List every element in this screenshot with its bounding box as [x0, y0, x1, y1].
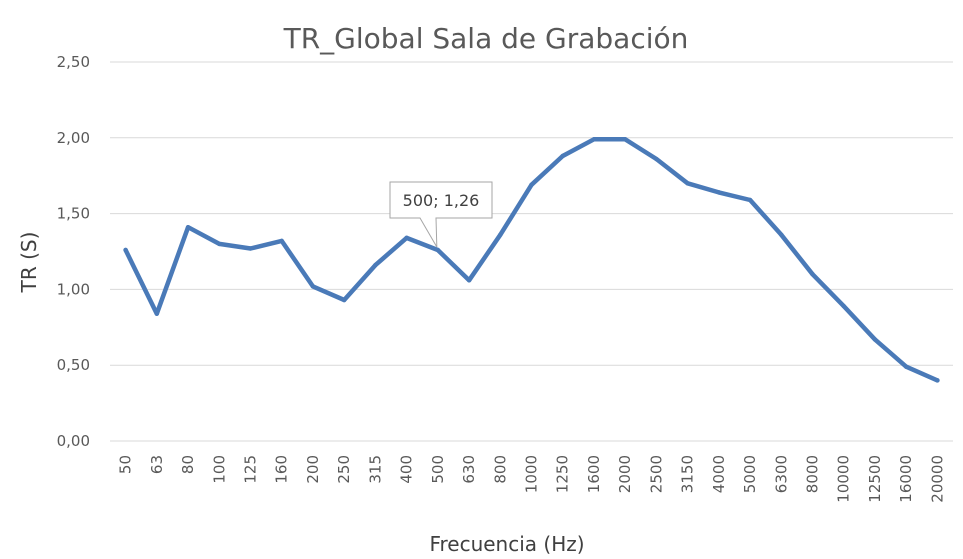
x-tick-label: 63	[148, 455, 166, 474]
data-point	[373, 262, 378, 268]
x-tick-label: 5000	[741, 455, 759, 493]
x-tick-label: 160	[273, 455, 291, 484]
data-point	[747, 197, 753, 203]
x-tick-label: 250	[335, 455, 353, 484]
x-tick-label: 800	[491, 455, 509, 484]
x-tick-label: 2000	[616, 455, 634, 493]
data-point	[123, 247, 128, 253]
x-tick-label: 10000	[835, 455, 853, 503]
x-tick-label: 500	[429, 455, 447, 484]
callout-label: 500; 1,26	[403, 191, 480, 210]
x-tick-label: 125	[242, 455, 260, 484]
x-tick-label: 1250	[554, 455, 572, 493]
y-tick-label: 1,50	[57, 205, 90, 223]
data-point	[591, 137, 597, 142]
x-tick-label: 200	[304, 455, 322, 484]
data-point	[935, 378, 940, 383]
y-axis-title: TR (S)	[17, 232, 41, 294]
x-tick-label: 1000	[523, 455, 541, 493]
data-point	[217, 241, 222, 247]
chart-title: TR_Global Sala de Grabación	[283, 22, 689, 55]
data-point	[560, 153, 565, 159]
data-point	[404, 235, 409, 241]
x-tick-label: 8000	[804, 455, 822, 493]
y-tick-label: 0,00	[57, 432, 90, 450]
x-tick-label: 20000	[928, 455, 946, 503]
data-point	[310, 284, 316, 289]
x-axis-ticks: 50 63 80 100 125 160 200 250 315 400 500 630 800 1000…	[117, 455, 947, 503]
data-point	[185, 225, 191, 230]
data-point	[341, 297, 347, 303]
data-callout: 500; 1,26	[389, 181, 493, 248]
x-tick-label: 315	[366, 455, 384, 484]
data-point	[498, 232, 503, 238]
series-line	[123, 137, 940, 383]
data-point	[654, 156, 659, 162]
callout-box	[389, 181, 493, 248]
x-tick-label: 12500	[866, 455, 884, 503]
y-axis-ticks: 0,00 0,50 1,00 1,50 2,00 2,50	[57, 53, 90, 450]
x-tick-label: 3150	[679, 455, 697, 493]
series-layer	[123, 137, 940, 383]
data-point	[279, 238, 284, 244]
y-tick-label: 2,00	[57, 129, 90, 147]
x-tick-label: 400	[398, 455, 416, 484]
x-tick-label: 6300	[772, 455, 790, 493]
x-tick-label: 100	[210, 455, 228, 484]
data-point	[622, 137, 628, 142]
x-tick-label: 80	[179, 455, 197, 474]
data-point	[685, 181, 690, 186]
y-tick-label: 1,00	[57, 280, 90, 298]
x-tick-label: 2500	[647, 455, 665, 493]
y-tick-label: 2,50	[57, 53, 90, 71]
data-point	[154, 311, 160, 316]
data-point	[529, 182, 534, 187]
x-tick-label: 1600	[585, 455, 603, 493]
x-tick-label: 4000	[710, 455, 728, 493]
x-tick-label: 16000	[897, 455, 915, 503]
data-point	[779, 232, 784, 238]
x-axis-title: Frecuencia (Hz)	[429, 532, 584, 556]
data-point	[841, 303, 846, 309]
x-tick-label: 50	[117, 455, 135, 474]
gridlines	[110, 61, 953, 442]
x-tick-label: 630	[460, 455, 478, 484]
data-point	[810, 272, 815, 277]
data-point	[716, 190, 722, 195]
data-point	[435, 247, 441, 253]
data-point	[872, 337, 878, 342]
data-point	[248, 246, 253, 251]
data-point	[466, 278, 472, 283]
y-tick-label: 0,50	[57, 356, 90, 374]
data-point	[903, 364, 909, 369]
